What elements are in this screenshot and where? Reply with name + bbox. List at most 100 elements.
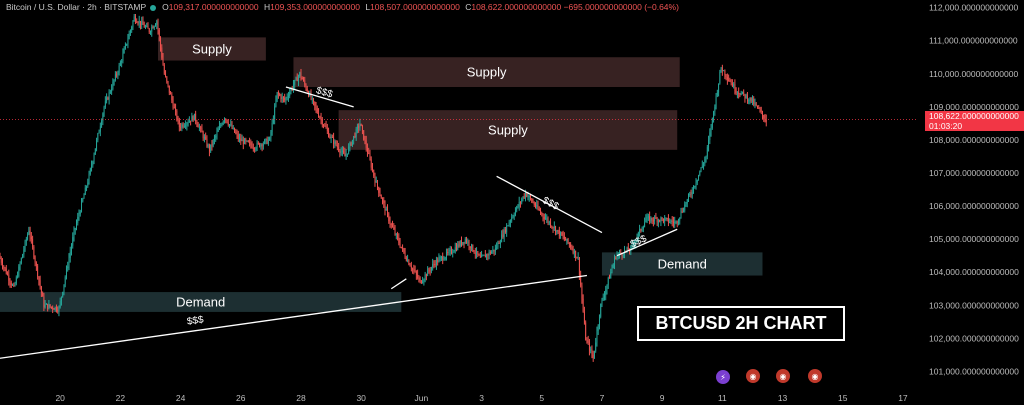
candle-body — [497, 242, 499, 248]
flag-icon[interactable]: ◉ — [808, 369, 822, 383]
candle-body — [335, 141, 337, 146]
candle-body — [512, 216, 514, 218]
candle-body — [745, 95, 747, 99]
candle-body — [394, 229, 396, 235]
candle-body — [305, 84, 307, 90]
candle-body — [587, 340, 589, 343]
candle-body — [642, 226, 644, 229]
candle-body — [117, 72, 119, 75]
candle-body — [555, 226, 557, 233]
supply-zone-label: Supply — [192, 41, 232, 56]
candle-body — [441, 256, 442, 258]
candle-body — [112, 81, 114, 90]
candle-body — [271, 122, 273, 133]
candle-body — [683, 210, 684, 212]
candle-body — [354, 135, 356, 138]
candle-body — [695, 182, 697, 186]
candle-body — [344, 152, 346, 157]
candle-body — [689, 194, 691, 196]
candle-body — [415, 271, 417, 275]
candle-body — [304, 80, 306, 85]
candle-body — [518, 201, 520, 207]
y-axis: 112,000.000000000000 111,000.000000000000… — [929, 3, 1019, 377]
candle-body — [656, 218, 658, 223]
candle-body — [23, 249, 25, 255]
candle-body — [710, 127, 712, 133]
candle-body — [195, 113, 197, 122]
candle-body — [101, 121, 103, 127]
candle-body — [183, 125, 185, 127]
candle-body — [49, 304, 51, 307]
candle-body — [326, 128, 328, 131]
candle-body — [61, 296, 62, 301]
candle-body — [47, 303, 49, 309]
candle-body — [122, 53, 124, 62]
candle-body — [557, 230, 559, 232]
candle-body — [270, 132, 272, 138]
candle-body — [563, 236, 565, 239]
candle-body — [547, 218, 549, 223]
candle-body — [522, 196, 524, 200]
candle-body — [301, 77, 303, 80]
lightning-icon[interactable]: ⚡ — [716, 370, 730, 384]
candle-body — [126, 43, 128, 45]
candle-body — [252, 147, 254, 149]
candle-body — [395, 233, 397, 235]
candle-body — [422, 281, 424, 284]
candle-body — [599, 316, 600, 326]
legend-high-label: H — [263, 2, 271, 12]
candle-body — [582, 298, 584, 312]
candle-body — [619, 252, 620, 255]
candle-body — [157, 21, 159, 30]
candle-body — [637, 232, 639, 238]
candle-body — [572, 249, 574, 254]
flag-icon[interactable]: ◉ — [776, 369, 790, 383]
candle-body — [530, 196, 531, 199]
candle-body — [531, 198, 533, 202]
candle-body — [526, 192, 528, 197]
candle-body — [324, 125, 326, 127]
candle-body — [577, 257, 579, 259]
candle-body — [374, 175, 376, 183]
candle-body — [553, 226, 555, 229]
candle-body — [527, 196, 529, 198]
candle-body — [140, 20, 141, 26]
candle-body — [380, 195, 382, 199]
candle-body — [646, 216, 648, 220]
flag-icon[interactable]: ◉ — [746, 369, 760, 383]
candle-body — [346, 153, 348, 155]
candles-layer — [0, 13, 767, 362]
candle-body — [652, 220, 654, 222]
demand-zone-label: Demand — [176, 295, 225, 310]
y-tick-label: 102,000.000000000000 — [929, 333, 1019, 343]
candle-body — [676, 221, 678, 223]
candle-body — [226, 119, 228, 123]
candle-body — [172, 100, 174, 108]
candle-body — [754, 103, 756, 105]
demand-zone-label: Demand — [658, 256, 707, 271]
candle-body — [318, 112, 319, 117]
candle-body — [616, 255, 618, 259]
candle-body — [481, 255, 483, 258]
candle-body — [471, 244, 472, 249]
candle-body — [8, 274, 10, 281]
candle-body — [375, 180, 377, 183]
demand-zone — [601, 252, 763, 276]
candle-body — [765, 119, 767, 122]
candle-body — [163, 65, 165, 74]
supply-zone — [293, 57, 680, 87]
candle-body — [364, 139, 366, 141]
candle-body — [79, 211, 81, 215]
candle-body — [84, 187, 86, 195]
candle-body — [216, 131, 218, 136]
candle-body — [106, 97, 108, 102]
candle-body — [659, 220, 661, 222]
candle-body — [247, 140, 249, 142]
candle-body — [548, 221, 550, 223]
candle-body — [63, 284, 65, 293]
candle-body — [222, 121, 224, 125]
candle-body — [259, 143, 261, 147]
candle-body — [472, 244, 474, 251]
candle-body — [442, 256, 444, 261]
